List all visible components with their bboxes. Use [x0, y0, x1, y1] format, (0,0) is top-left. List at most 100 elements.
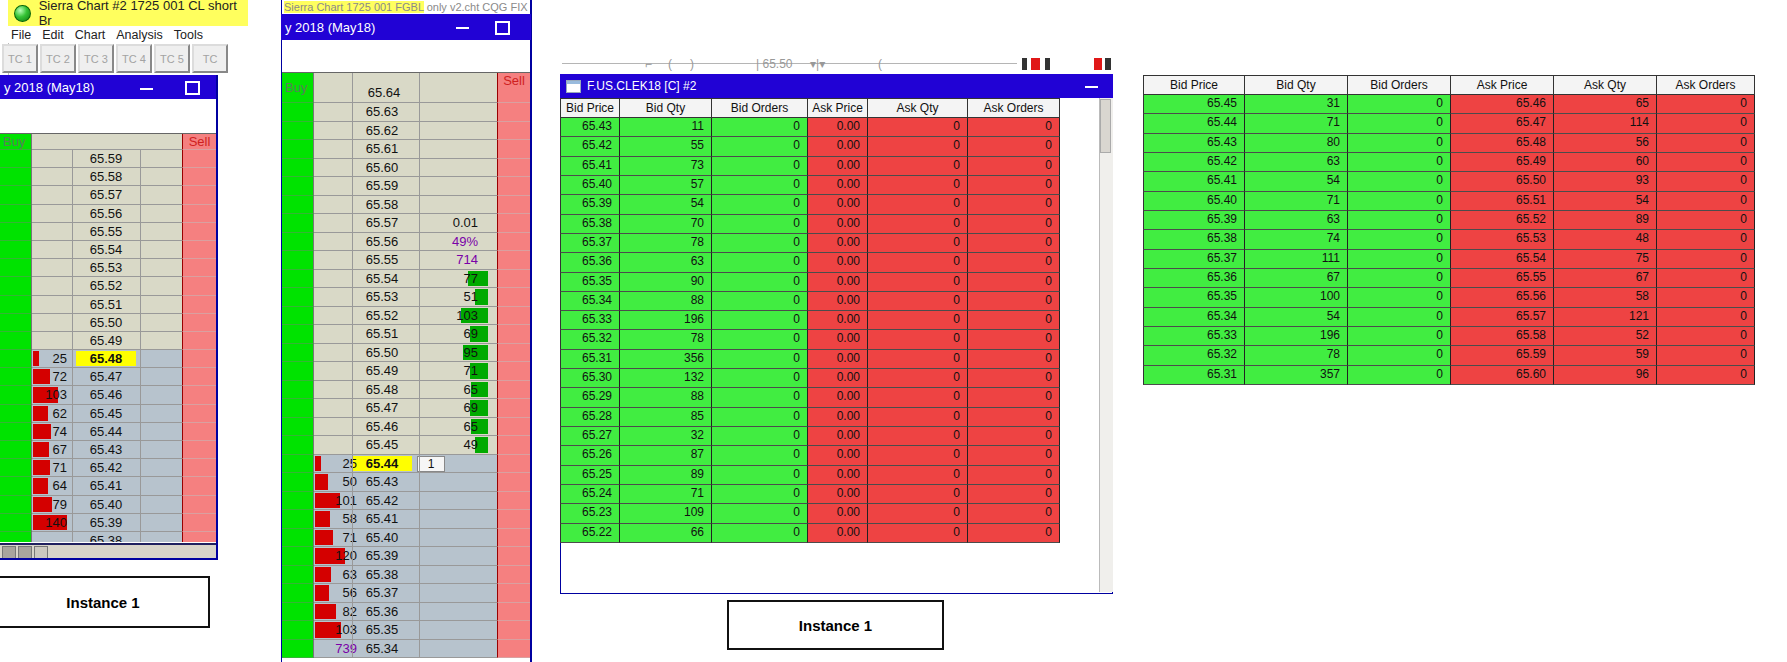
buy-column-cell[interactable] — [0, 296, 32, 314]
bid-cell[interactable]: 0 — [712, 157, 808, 176]
bid-cell[interactable]: 0 — [712, 408, 808, 427]
depth-table-row[interactable]: 65.4071065.51540 — [1143, 192, 1755, 211]
buy-column-cell[interactable] — [0, 277, 32, 295]
ask-cell[interactable]: 0 — [968, 176, 1060, 195]
bid-cell[interactable]: 0 — [1348, 346, 1451, 365]
ladder-row[interactable]: 65.4971 — [282, 362, 530, 381]
ask-cell[interactable]: 65.47 — [1451, 114, 1554, 133]
price-area-cell[interactable]: 65.5649% — [314, 233, 497, 252]
price-area-cell[interactable]: 65.51 — [32, 296, 182, 314]
price-area-cell[interactable]: 65.58 — [32, 168, 182, 186]
buy-column-cell[interactable] — [282, 344, 314, 363]
buy-column-cell[interactable] — [0, 332, 32, 350]
depth-table-row[interactable]: 65.366300.0000 — [560, 253, 1060, 272]
ask-cell[interactable]: 0 — [1657, 134, 1755, 153]
ladder-row[interactable]: 7265.47 — [0, 368, 216, 386]
bid-cell[interactable]: 65.43 — [1143, 134, 1245, 153]
sell-column-cell[interactable] — [497, 344, 530, 363]
price-area-cell[interactable]: 7265.47 — [32, 368, 182, 386]
ask-cell[interactable]: 65.54 — [1451, 250, 1554, 269]
bid-cell[interactable]: 0 — [712, 466, 808, 485]
sell-column-cell[interactable] — [182, 223, 216, 241]
ask-cell[interactable]: 0 — [968, 350, 1060, 369]
price-area-cell[interactable]: 65.4971 — [314, 362, 497, 381]
ask-cell[interactable]: 0 — [1657, 172, 1755, 191]
price-area-cell[interactable]: 2565.441 — [314, 455, 497, 474]
bid-cell[interactable]: 0 — [1348, 172, 1451, 191]
bid-cell[interactable]: 0 — [712, 137, 808, 156]
ladder-row[interactable]: 6265.45 — [0, 405, 216, 423]
buy-column-cell[interactable] — [282, 270, 314, 289]
buy-column-cell[interactable] — [282, 473, 314, 492]
bid-cell[interactable]: 0 — [1348, 250, 1451, 269]
buy-column-cell[interactable] — [282, 214, 314, 233]
bid-cell[interactable]: 0 — [712, 195, 808, 214]
ladder-row[interactable]: 65.4865 — [282, 381, 530, 400]
bid-cell[interactable]: 0 — [712, 330, 808, 349]
sell-column-cell[interactable] — [497, 529, 530, 548]
ask-cell[interactable]: 0 — [868, 234, 968, 253]
price-area-cell[interactable]: 65.59 — [314, 177, 497, 196]
price-area-cell[interactable]: 5865.41 — [314, 510, 497, 529]
ask-cell[interactable]: 0.00 — [808, 253, 868, 272]
bid-cell[interactable]: 65.43 — [560, 118, 620, 137]
ask-cell[interactable]: 93 — [1554, 172, 1657, 191]
bid-cell[interactable]: 65.45 — [1143, 95, 1245, 114]
sell-column-cell[interactable] — [182, 405, 216, 423]
bid-cell[interactable]: 71 — [1245, 192, 1348, 211]
ask-cell[interactable]: 0 — [968, 330, 1060, 349]
buy-column-cell[interactable] — [282, 603, 314, 622]
ask-cell[interactable]: 65.59 — [1451, 346, 1554, 365]
price-area-cell[interactable]: 65.49 — [32, 332, 182, 350]
sell-column-cell[interactable] — [182, 386, 216, 404]
buy-column-cell[interactable] — [282, 122, 314, 141]
ask-cell[interactable]: 0 — [868, 330, 968, 349]
price-area-cell[interactable]: 6465.41 — [32, 477, 182, 495]
ask-cell[interactable]: 0 — [968, 311, 1060, 330]
ask-cell[interactable]: 60 — [1554, 153, 1657, 172]
depth-table-row[interactable]: 65.4154065.50930 — [1143, 172, 1755, 191]
ask-cell[interactable]: 0 — [1657, 230, 1755, 249]
ask-cell[interactable]: 0 — [868, 176, 968, 195]
ladder-row[interactable]: 65.38 — [0, 532, 216, 542]
ask-cell[interactable]: 65.53 — [1451, 230, 1554, 249]
bid-cell[interactable]: 65.44 — [1143, 114, 1245, 133]
ask-cell[interactable]: 0 — [868, 485, 968, 504]
price-area-cell[interactable]: 65.4769 — [314, 399, 497, 418]
sell-column-cell[interactable] — [182, 259, 216, 277]
ask-cell[interactable]: 65.60 — [1451, 366, 1554, 385]
buy-column-cell[interactable] — [0, 405, 32, 423]
buy-column-cell[interactable] — [282, 399, 314, 418]
ask-cell[interactable]: 0 — [1657, 288, 1755, 307]
sell-column-header[interactable]: Sell — [182, 134, 216, 150]
ask-cell[interactable]: 0 — [868, 195, 968, 214]
ask-cell[interactable]: 0 — [968, 195, 1060, 214]
sell-column-cell[interactable] — [182, 314, 216, 332]
depth-table-row[interactable]: 65.3454065.571210 — [1143, 308, 1755, 327]
ask-cell[interactable]: 48 — [1554, 230, 1657, 249]
buy-column-cell[interactable] — [282, 418, 314, 437]
ask-cell[interactable]: 65.55 — [1451, 269, 1554, 288]
ask-cell[interactable]: 65.51 — [1451, 192, 1554, 211]
depth-table-row[interactable]: 65.3319600.0000 — [560, 311, 1060, 330]
window3-titlebar[interactable]: F.US.CLEK18 [C] #2 — [560, 74, 1113, 98]
column-header-bid-qty[interactable]: Bid Qty — [1245, 75, 1348, 95]
ask-cell[interactable]: 0.00 — [808, 195, 868, 214]
sell-column-cell[interactable] — [497, 621, 530, 640]
ask-cell[interactable]: 0.00 — [808, 330, 868, 349]
tc4-button[interactable]: TC 4 — [116, 44, 152, 73]
ladder-row[interactable]: 65.5169 — [282, 325, 530, 344]
sell-column-cell[interactable] — [182, 241, 216, 259]
depth-table-row[interactable]: 65.387000.0000 — [560, 215, 1060, 234]
ladder-row[interactable]: 65.55714 — [282, 251, 530, 270]
ladder-row[interactable]: 65.55 — [0, 223, 216, 241]
price-area-cell[interactable]: 2565.48 — [32, 350, 182, 368]
bid-cell[interactable]: 89 — [620, 466, 712, 485]
ladder-row[interactable]: 8265.36 — [282, 603, 530, 622]
ask-cell[interactable]: 0.00 — [808, 292, 868, 311]
bid-cell[interactable]: 65.34 — [1143, 308, 1245, 327]
buy-column-cell[interactable] — [282, 547, 314, 566]
bid-cell[interactable]: 65.26 — [560, 446, 620, 465]
column-header-ask-qty[interactable]: Ask Qty — [1554, 75, 1657, 95]
bid-cell[interactable]: 100 — [1245, 288, 1348, 307]
